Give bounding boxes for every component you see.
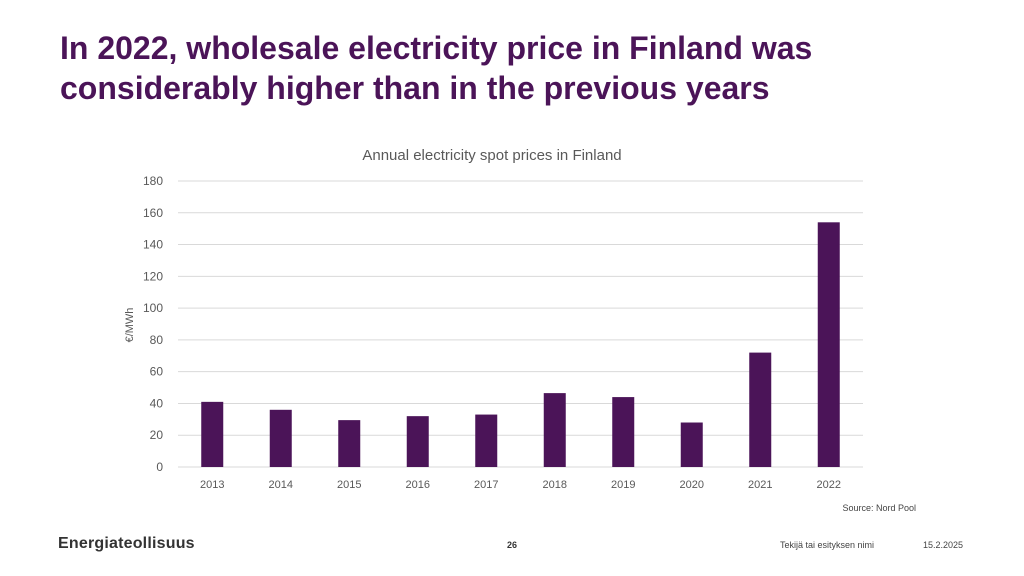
bar-2017 xyxy=(475,414,498,467)
y-tick-labels: 0 20 40 60 80 100 120 140 160 180 xyxy=(143,174,163,474)
bar-2013 xyxy=(201,401,224,467)
chart-title: Annual electricity spot prices in Finlan… xyxy=(362,147,621,164)
bar-2020 xyxy=(680,422,703,467)
y-tick-label: 0 xyxy=(156,460,163,474)
x-tick-label: 2016 xyxy=(406,479,430,491)
bar-2019 xyxy=(612,397,635,467)
y-tick-label: 160 xyxy=(143,206,163,220)
bar-2016 xyxy=(406,416,429,467)
footer-date: 15.2.2025 xyxy=(923,540,964,550)
y-tick-label: 60 xyxy=(150,365,164,379)
slide-title-line-2: considerably higher than in the previous… xyxy=(60,70,770,106)
bar-2022 xyxy=(817,222,840,467)
slide-title-line-1: In 2022, wholesale electricity price in … xyxy=(60,30,813,66)
bar-2021 xyxy=(749,352,772,467)
x-tick-label: 2019 xyxy=(611,479,635,491)
bar-2018 xyxy=(543,393,566,467)
y-tick-label: 20 xyxy=(150,428,164,442)
x-tick-label: 2022 xyxy=(817,479,841,491)
y-tick-label: 80 xyxy=(150,333,164,347)
y-axis-label: €/MWh xyxy=(124,308,136,343)
y-tick-label: 180 xyxy=(143,174,163,188)
x-tick-label: 2015 xyxy=(337,479,361,491)
grid-lines xyxy=(178,180,863,468)
x-tick-label: 2020 xyxy=(680,479,704,491)
x-tick-labels: 2013 2014 2015 2016 2017 2018 2019 2020 2021 2022 xyxy=(200,479,841,491)
bar-2014 xyxy=(269,409,292,467)
y-tick-label: 100 xyxy=(143,301,163,315)
x-tick-label: 2018 xyxy=(543,479,567,491)
source-note: Source: Nord Pool xyxy=(842,503,916,513)
logo: Energiateollisuus xyxy=(58,535,195,552)
bars xyxy=(201,222,840,467)
slide-title: In 2022, wholesale electricity price in … xyxy=(60,28,960,108)
y-tick-label: 120 xyxy=(143,269,163,283)
footer-author: Tekijä tai esityksen nimi xyxy=(780,540,875,550)
y-tick-label: 140 xyxy=(143,238,163,252)
x-tick-label: 2014 xyxy=(269,479,293,491)
x-tick-label: 2013 xyxy=(200,479,224,491)
page-number: 26 xyxy=(506,540,517,550)
x-tick-label: 2017 xyxy=(474,479,498,491)
x-tick-label: 2021 xyxy=(748,479,772,491)
bar-2015 xyxy=(338,420,361,467)
y-tick-label: 40 xyxy=(150,396,164,410)
